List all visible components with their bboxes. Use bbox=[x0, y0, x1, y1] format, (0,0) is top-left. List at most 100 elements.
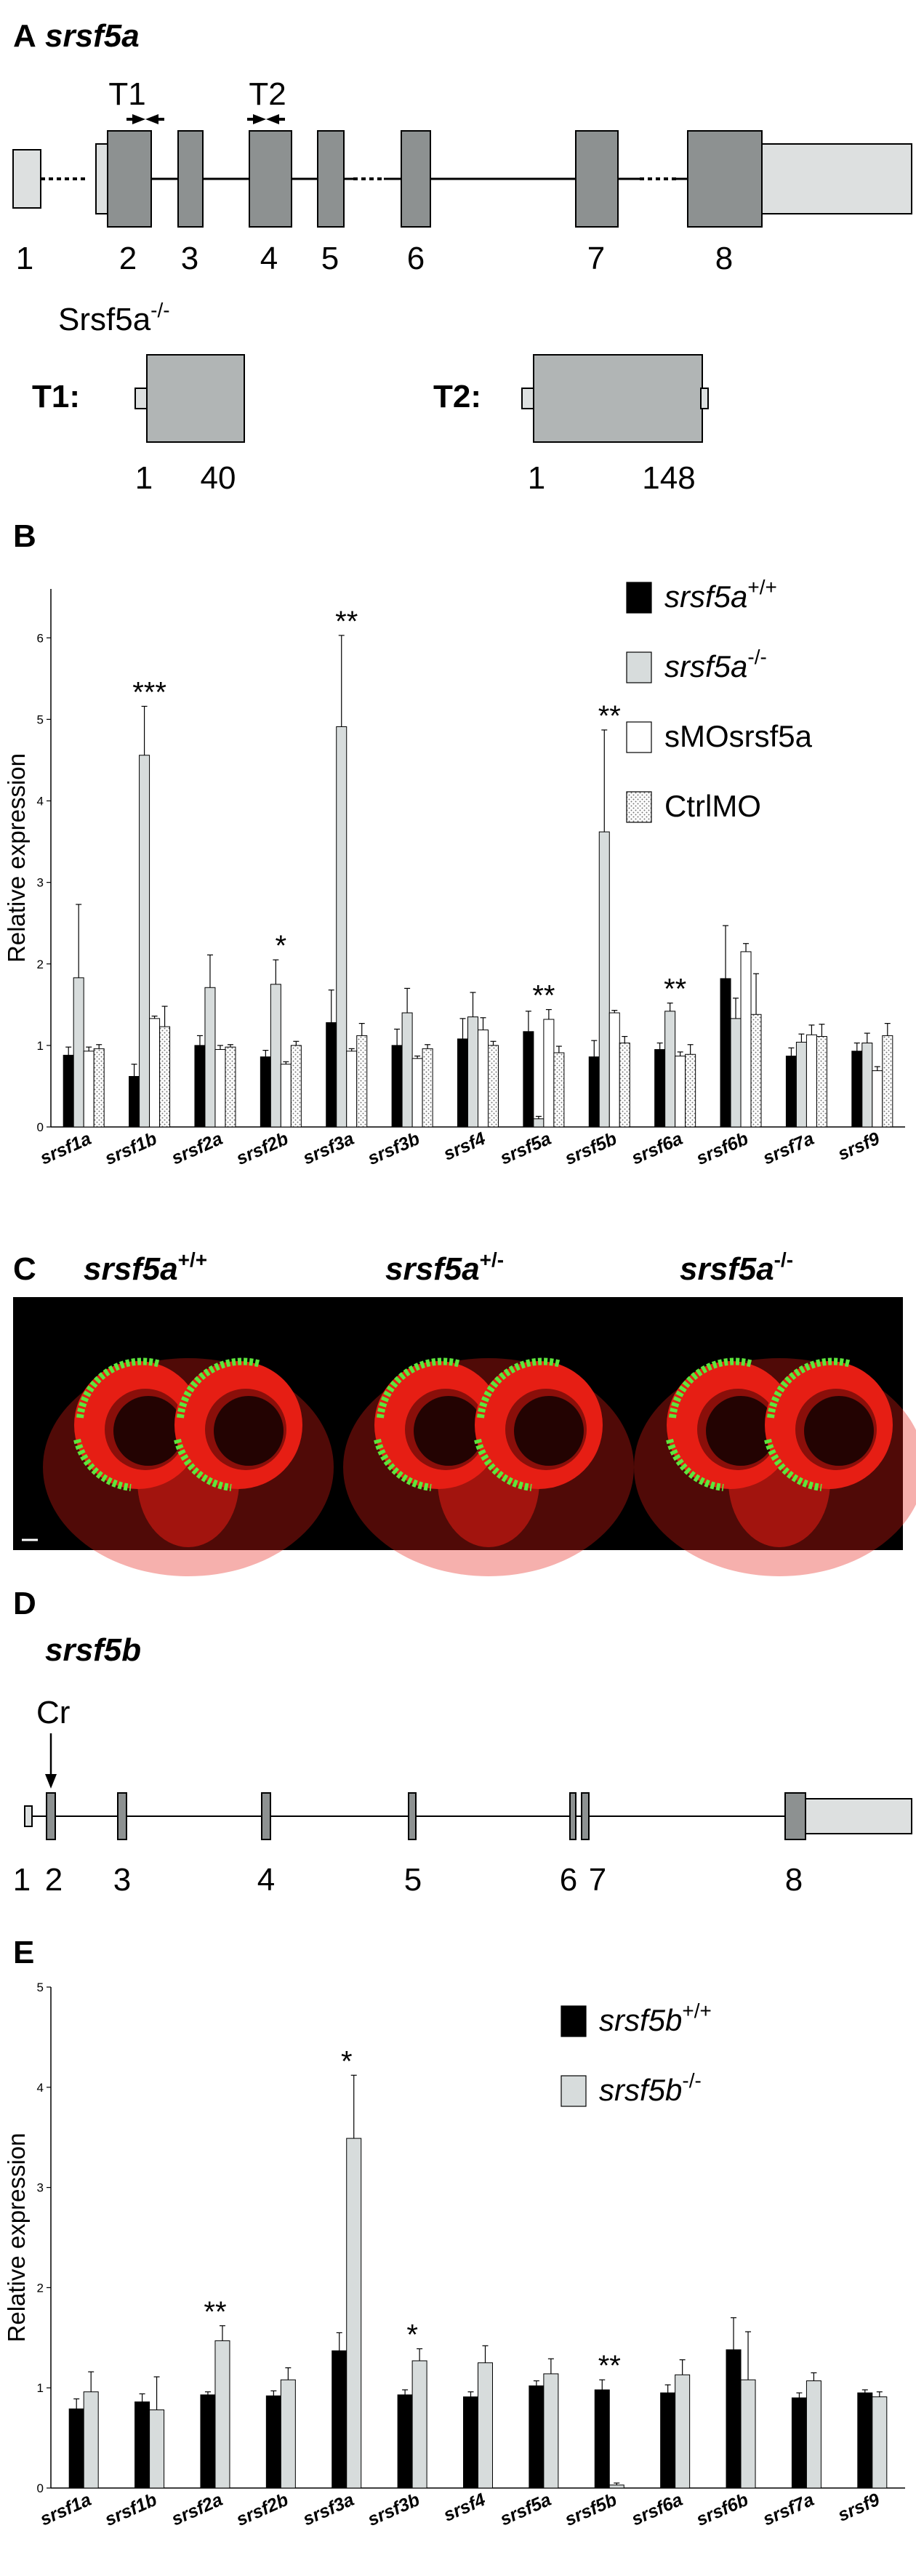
bar bbox=[159, 1026, 171, 1128]
lens-core bbox=[804, 1396, 874, 1466]
bar bbox=[134, 2401, 150, 2489]
genotype-label-ko: srsf5a-/- bbox=[680, 1248, 793, 1287]
exon-3 bbox=[117, 1792, 127, 1840]
bar bbox=[740, 2379, 756, 2489]
significance-marker: * bbox=[276, 930, 287, 962]
legend-entry: CtrlMO bbox=[664, 789, 761, 823]
bar bbox=[214, 1048, 226, 1128]
label-signal bbox=[76, 1357, 161, 1419]
category-label: srsf9 bbox=[835, 1128, 883, 1165]
panel-d-gene-title: srsf5b bbox=[45, 1632, 141, 1668]
bar bbox=[401, 1012, 413, 1128]
bar bbox=[83, 2391, 99, 2489]
lens-core bbox=[113, 1396, 183, 1466]
category-label: srsf1a bbox=[37, 2489, 95, 2530]
srsf5a-gene-structure bbox=[12, 130, 912, 228]
category-label: srsf5b bbox=[562, 1128, 620, 1169]
t2-end: 148 bbox=[642, 460, 695, 496]
bar bbox=[594, 2389, 610, 2489]
category-label: srsf2b bbox=[233, 2489, 292, 2530]
category-label: srsf6a bbox=[628, 2489, 686, 2530]
bar bbox=[457, 1038, 468, 1128]
bar bbox=[816, 1036, 827, 1128]
y-tick-label: 6 bbox=[37, 631, 44, 645]
bar bbox=[356, 1035, 368, 1128]
exon-number: 7 bbox=[589, 1862, 606, 1898]
bar bbox=[129, 1075, 140, 1128]
bar bbox=[83, 1051, 95, 1128]
panel-e-letter: E bbox=[13, 1935, 34, 1970]
t1-end: 40 bbox=[201, 460, 236, 496]
exon-number: 5 bbox=[321, 241, 339, 276]
panel-a: A srsf5a T1 T2 bbox=[12, 18, 912, 496]
bar bbox=[422, 1048, 433, 1128]
exon-number: 8 bbox=[785, 1862, 803, 1898]
t2-protein bbox=[533, 354, 703, 443]
legend-entry: srsf5b+/+ bbox=[599, 1999, 712, 2037]
significance-marker: *** bbox=[132, 676, 166, 708]
t1-protein-label: T1: bbox=[32, 379, 80, 414]
bar bbox=[795, 1041, 807, 1128]
legend-swatch bbox=[626, 721, 652, 753]
bar bbox=[785, 1055, 797, 1128]
bar bbox=[270, 984, 281, 1128]
label-signal bbox=[374, 1438, 432, 1491]
srsf5b-gene-structure bbox=[24, 1792, 912, 1840]
exon-3 bbox=[177, 130, 204, 228]
category-label: srsf5a bbox=[497, 1128, 555, 1169]
genotype-labels: srsf5a+/+ srsf5a+/- srsf5a-/- bbox=[84, 1248, 793, 1287]
legend-swatch bbox=[626, 791, 652, 823]
legend-swatch bbox=[561, 2005, 587, 2037]
label-signal bbox=[666, 1438, 724, 1491]
y-tick-label: 2 bbox=[37, 958, 44, 971]
target-t1-arrows bbox=[126, 114, 164, 124]
exon-number: 4 bbox=[257, 1862, 275, 1898]
exon-7 bbox=[581, 1792, 590, 1840]
category-label: srsf7a bbox=[760, 2489, 817, 2530]
bar bbox=[675, 2374, 691, 2489]
bar bbox=[598, 831, 610, 1128]
category-label: srsf7a bbox=[760, 1128, 817, 1169]
mutant-label: Srsf5a-/- bbox=[58, 299, 170, 337]
label-signal bbox=[377, 1357, 462, 1419]
bar bbox=[730, 1018, 742, 1128]
t2-start: 1 bbox=[528, 460, 545, 496]
bar bbox=[660, 2392, 676, 2489]
bar bbox=[861, 1043, 873, 1128]
lens-core bbox=[706, 1396, 776, 1466]
y-tick-label: 1 bbox=[37, 2381, 44, 2395]
bar bbox=[608, 1012, 620, 1128]
bar bbox=[740, 951, 752, 1128]
t2-protein-label: T2: bbox=[433, 379, 481, 414]
significance-marker: ** bbox=[598, 700, 621, 732]
category-label: srsf6b bbox=[694, 1128, 752, 1169]
label-signal bbox=[669, 1357, 754, 1419]
bar bbox=[280, 1064, 292, 1128]
bar bbox=[346, 1051, 358, 1128]
crispr-site-label: Cr bbox=[36, 1695, 70, 1730]
bar bbox=[523, 1031, 534, 1128]
category-label: srsf3b bbox=[365, 1128, 423, 1169]
bar bbox=[194, 1045, 206, 1128]
category-label: srsf3b bbox=[365, 2489, 423, 2530]
bar bbox=[467, 1016, 478, 1128]
target-t2-label: T2 bbox=[249, 76, 286, 112]
label-signal bbox=[174, 1438, 232, 1491]
bar bbox=[260, 1056, 271, 1128]
bar bbox=[73, 977, 84, 1128]
bar bbox=[478, 1030, 489, 1128]
category-label: srsf6b bbox=[694, 2489, 752, 2530]
category-label: srsf1b bbox=[102, 2489, 160, 2530]
category-label: srsf3a bbox=[300, 1128, 357, 1169]
bar bbox=[139, 755, 150, 1128]
significance-marker: ** bbox=[335, 606, 358, 638]
y-tick-label: 5 bbox=[37, 1981, 44, 1994]
exon-number: 1 bbox=[16, 241, 33, 276]
category-label: srsf4 bbox=[441, 1128, 489, 1165]
bar bbox=[463, 2396, 478, 2489]
exon-numbers: 1 2 3 4 5 6 7 8 bbox=[13, 1862, 803, 1898]
bar bbox=[149, 1018, 161, 1128]
